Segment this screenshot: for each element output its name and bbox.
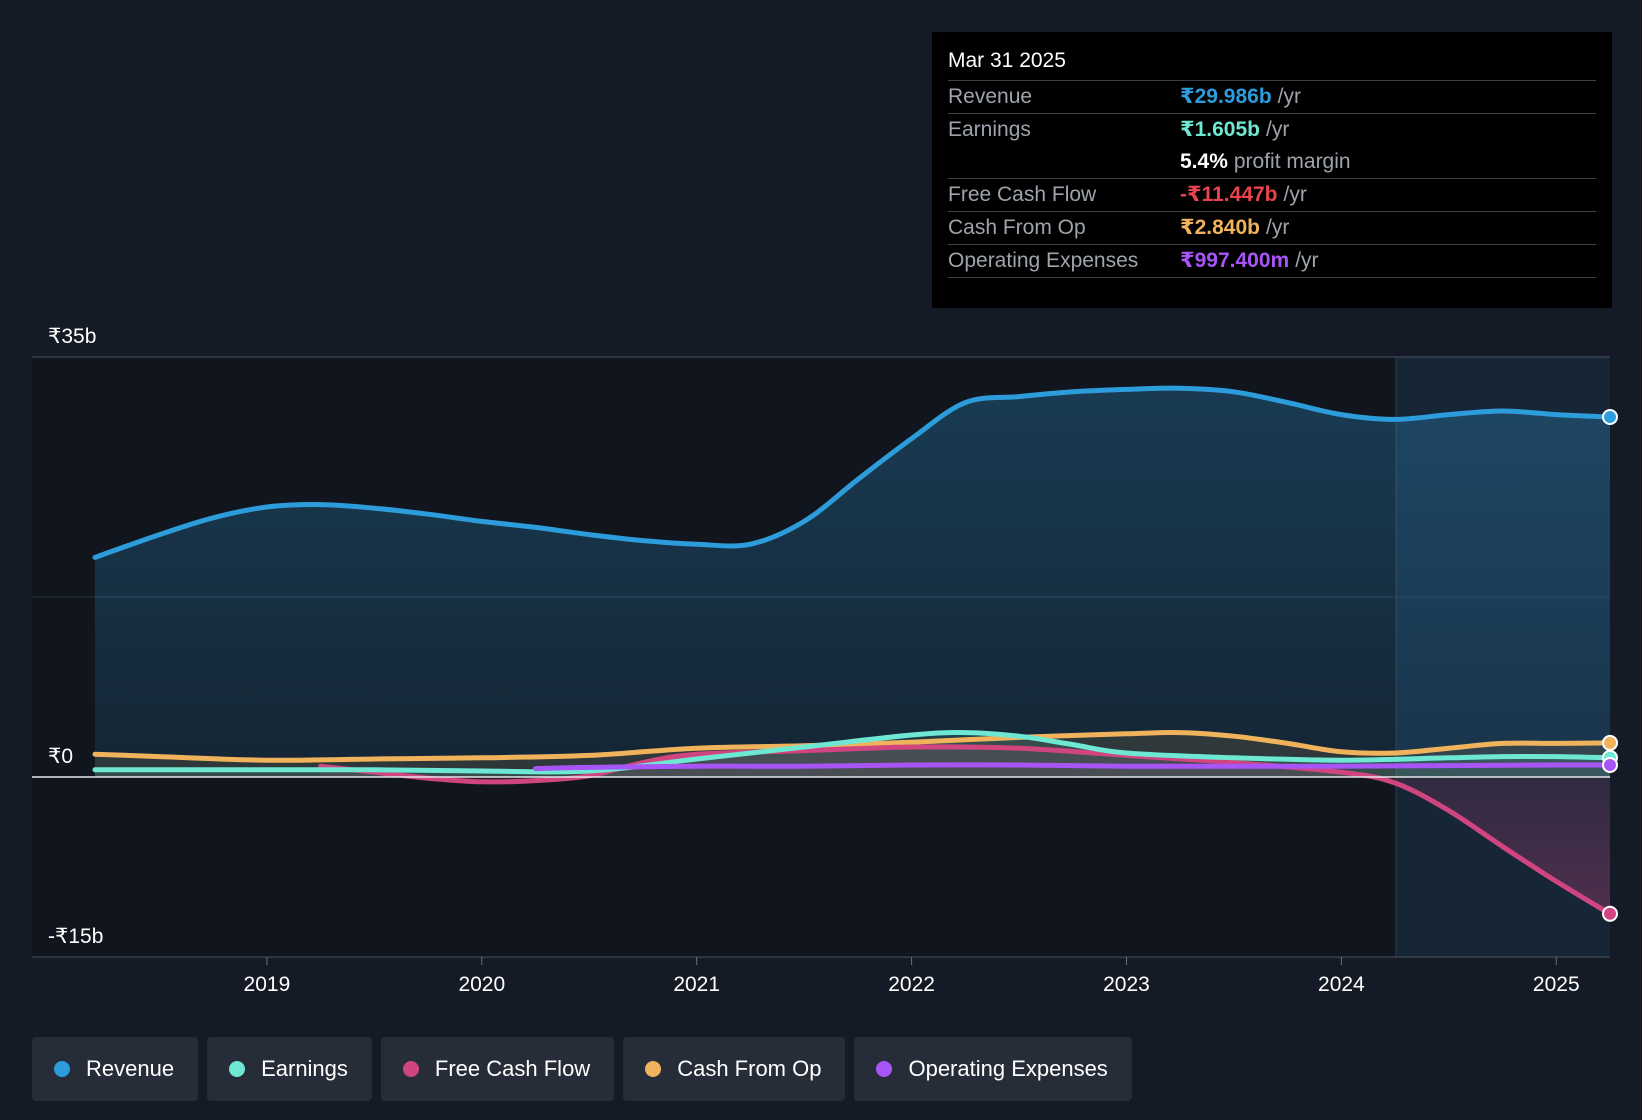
x-tick-label: 2024 [1318, 973, 1365, 996]
x-tick-label: 2021 [673, 973, 720, 996]
x-tick-label: 2019 [244, 973, 291, 996]
series-line-operating-expenses [533, 762, 1613, 772]
tooltip-panel: Mar 31 2025 Revenue ₹29.986b /yr Earning… [932, 32, 1612, 308]
tooltip-value: ₹2.840b [1180, 216, 1260, 239]
series-line-earnings [92, 730, 1613, 775]
tooltip-unit: /yr [1295, 249, 1319, 272]
tooltip-label: Revenue [948, 85, 1033, 108]
legend-dot-icon [876, 1061, 893, 1077]
legend-dot-icon [402, 1061, 419, 1077]
area-revenue [95, 388, 1610, 777]
tooltip-value: ₹29.986b [1180, 85, 1272, 108]
legend-label: Earnings [261, 1056, 348, 1081]
tooltip-row-operating-expenses: Operating Expenses ₹997.400m /yr [948, 245, 1596, 278]
tooltip-label: Free Cash Flow [948, 183, 1097, 206]
tooltip-label [948, 146, 1180, 178]
y-tick-label: ₹0 [48, 745, 73, 768]
tooltip-label: Earnings [948, 118, 1031, 141]
endpoint-marker-revenue [1602, 409, 1618, 425]
tooltip-value: 5.4% [1180, 150, 1228, 173]
y-tick-label: ₹35b [48, 325, 96, 348]
endpoint-marker-operating-expenses [1602, 757, 1618, 773]
x-tick-label: 2023 [1103, 973, 1150, 996]
tooltip-value: ₹997.400m [1180, 249, 1290, 272]
legend-item-operating-expenses[interactable]: Operating Expenses [854, 1037, 1132, 1101]
x-tick-label: 2022 [888, 973, 935, 996]
y-tick-label: -₹15b [48, 925, 103, 948]
tooltip-date: Mar 31 2025 [948, 46, 1596, 81]
legend-label: Revenue [86, 1056, 175, 1081]
tooltip-row-free-cash-flow: Free Cash Flow -₹11.447b /yr [948, 179, 1596, 212]
tooltip-unit: profit margin [1233, 150, 1351, 173]
legend-dot-icon [54, 1061, 70, 1077]
tooltip-label: Cash From Op [948, 216, 1086, 239]
tooltip-unit: /yr [1277, 85, 1301, 108]
tooltip-row-revenue: Revenue ₹29.986b /yr [948, 81, 1596, 114]
legend-label: Free Cash Flow [434, 1056, 591, 1081]
tooltip-unit: /yr [1283, 183, 1307, 206]
tooltip-row-cash-from-op: Cash From Op ₹2.840b /yr [948, 212, 1596, 245]
tooltip-label: Operating Expenses [948, 249, 1139, 272]
legend-dot-icon [645, 1061, 662, 1077]
endpoint-marker-cash-from-op [1602, 734, 1618, 751]
series-line-revenue [92, 385, 1613, 560]
series-line-free-cash-flow [318, 744, 1613, 917]
series-line-cash-from-op [92, 730, 1613, 763]
tooltip-value: ₹1.605b [1180, 118, 1260, 141]
tooltip-row-earnings: Earnings ₹1.605b /yr [948, 114, 1596, 146]
x-tick-label: 2025 [1533, 973, 1580, 996]
tooltip-row-profit-margin: 5.4% profit margin [948, 146, 1596, 179]
legend-label: Cash From Op [677, 1056, 822, 1081]
legend-label: Operating Expenses [908, 1056, 1108, 1081]
legend: Revenue Earnings Free Cash Flow Cash Fro… [32, 1037, 1132, 1101]
tooltip-value: -₹11.447b [1180, 183, 1278, 206]
legend-item-earnings[interactable]: Earnings [207, 1037, 372, 1101]
legend-dot-icon [229, 1061, 246, 1077]
endpoint-marker-free-cash-flow [1602, 905, 1618, 922]
legend-item-cash-from-op[interactable]: Cash From Op [623, 1037, 846, 1101]
legend-item-revenue[interactable]: Revenue [32, 1037, 199, 1101]
tooltip-unit: /yr [1266, 118, 1290, 141]
legend-item-free-cash-flow[interactable]: Free Cash Flow [380, 1037, 615, 1101]
x-tick-label: 2020 [458, 973, 505, 996]
tooltip-unit: /yr [1266, 216, 1290, 239]
